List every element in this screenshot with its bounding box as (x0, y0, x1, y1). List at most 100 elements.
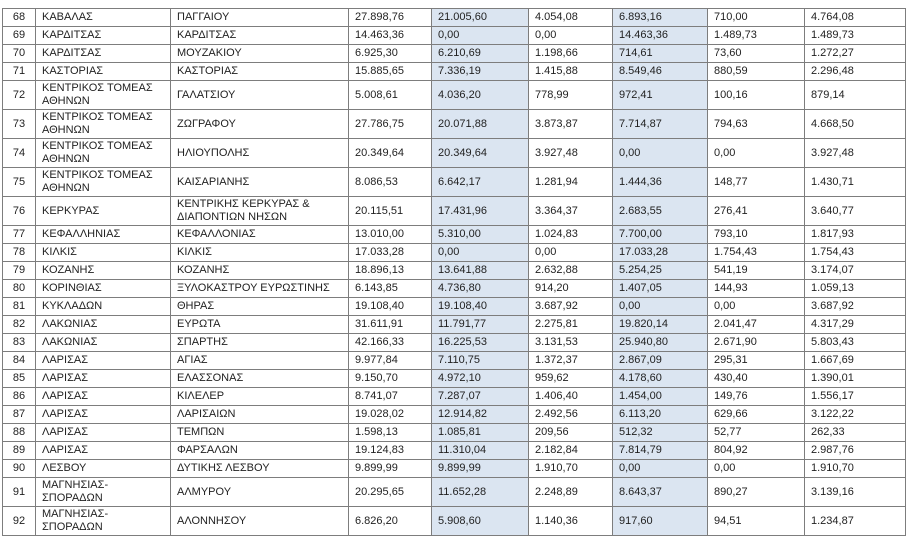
region-cell: ΛΑΡΙΣΑΣ (35, 423, 171, 442)
value-cell: 20.349,64 (431, 138, 529, 168)
row-number-cell: 89 (2, 441, 36, 460)
value-cell: 8.741,07 (348, 387, 432, 406)
table-row: 85 ΛΑΡΙΣΑΣ ΕΛΑΣΣΟΝΑΣ 9.150,70 4.972,10 959,62… (2, 369, 906, 388)
value-cell: 1.234,87 (804, 506, 906, 536)
value-cell: 25.940,80 (612, 333, 708, 352)
municipality-cell: ΚΙΛΚΙΣ (170, 243, 349, 262)
value-cell: 3.122,22 (804, 405, 906, 424)
row-number-cell: 75 (2, 167, 36, 197)
row-number-cell: 72 (2, 80, 36, 110)
value-cell: 19.820,14 (612, 315, 708, 334)
value-cell: 17.033,28 (348, 243, 432, 262)
value-cell: 5.310,00 (431, 225, 529, 244)
value-cell: 1.489,73 (707, 26, 805, 45)
value-cell: 149,76 (707, 387, 805, 406)
value-cell: 52,77 (707, 423, 805, 442)
row-number-cell: 70 (2, 44, 36, 63)
value-cell: 629,66 (707, 405, 805, 424)
value-cell: 5.803,43 (804, 333, 906, 352)
row-number-cell: 92 (2, 506, 36, 536)
region-cell: ΚΟΡΙΝΘΙΑΣ (35, 279, 171, 298)
value-cell: 4.764,08 (804, 8, 906, 27)
municipality-cell: ΛΑΡΙΣΑΙΩΝ (170, 405, 349, 424)
value-cell: 1.667,69 (804, 351, 906, 370)
row-number-cell: 78 (2, 243, 36, 262)
region-cell: ΚΑΒΑΛΑΣ (35, 8, 171, 27)
table-row: 76 ΚΕΡΚΥΡΑΣ ΚΕΝΤΡΙΚΗΣ ΚΕΡΚΥΡΑΣ & ΔΙΑΠΟΝΤΙΩ… (2, 196, 906, 226)
value-cell: 42.166,33 (348, 333, 432, 352)
value-cell: 8.549,46 (612, 62, 708, 81)
value-cell: 5.008,61 (348, 80, 432, 110)
value-cell: 1.198,66 (528, 44, 613, 63)
value-cell: 1.444,36 (612, 167, 708, 197)
municipality-cell: ΖΩΓΡΑΦΟΥ (170, 109, 349, 139)
value-cell: 18.896,13 (348, 261, 432, 280)
value-cell: 4.736,80 (431, 279, 529, 298)
value-cell: 209,56 (528, 423, 613, 442)
value-cell: 17.033,28 (612, 243, 708, 262)
table-body: 68 ΚΑΒΑΛΑΣ ΠΑΓΓΑΙΟΥ 27.898,76 21.005,60 4.054… (2, 8, 906, 536)
municipality-cell: ΦΑΡΣΑΛΩΝ (170, 441, 349, 460)
municipality-cell: ΣΠΑΡΤΗΣ (170, 333, 349, 352)
municipality-cell: ΞΥΛΟΚΑΣΤΡΟΥ ΕΥΡΩΣΤΙΝΗΣ (170, 279, 349, 298)
value-cell: 20.295,65 (348, 477, 432, 507)
value-cell: 7.700,00 (612, 225, 708, 244)
value-cell: 3.640,77 (804, 196, 906, 226)
value-cell: 2.987,76 (804, 441, 906, 460)
value-cell: 7.814,79 (612, 441, 708, 460)
region-cell: ΚΕΦΑΛΛΗΝΙΑΣ (35, 225, 171, 244)
value-cell: 2.683,55 (612, 196, 708, 226)
value-cell: 11.310,04 (431, 441, 529, 460)
table-row: 87 ΛΑΡΙΣΑΣ ΛΑΡΙΣΑΙΩΝ 19.028,02 12.914,82 2.49… (2, 405, 906, 424)
value-cell: 959,62 (528, 369, 613, 388)
table-row: 89 ΛΑΡΙΣΑΣ ΦΑΡΣΑΛΩΝ 19.124,83 11.310,04 2.182… (2, 441, 906, 460)
value-cell: 31.611,91 (348, 315, 432, 334)
municipality-cell: ΗΛΙΟΥΠΟΛΗΣ (170, 138, 349, 168)
value-cell: 295,31 (707, 351, 805, 370)
value-cell: 27.898,76 (348, 8, 432, 27)
table-row: 74 ΚΕΝΤΡΙΚΟΣ ΤΟΜΕΑΣ ΑΘΗΝΩΝ ΗΛΙΟΥΠΟΛΗΣ 20.34… (2, 138, 906, 168)
value-cell: 2.275,81 (528, 315, 613, 334)
value-cell: 0,00 (612, 138, 708, 168)
municipality-cell: ΚΑΣΤΟΡΙΑΣ (170, 62, 349, 81)
municipality-cell: ΚΕΦΑΛΛΟΝΙΑΣ (170, 225, 349, 244)
value-cell: 21.005,60 (431, 8, 529, 27)
value-cell: 9.899,99 (348, 459, 432, 478)
row-number-cell: 73 (2, 109, 36, 139)
value-cell: 4.317,29 (804, 315, 906, 334)
value-cell: 880,59 (707, 62, 805, 81)
value-cell: 19.124,83 (348, 441, 432, 460)
value-cell: 512,32 (612, 423, 708, 442)
region-cell: ΛΑΡΙΣΑΣ (35, 441, 171, 460)
municipality-cell: ΚΟΖΑΝΗΣ (170, 261, 349, 280)
value-cell: 1.556,17 (804, 387, 906, 406)
municipality-cell: ΠΑΓΓΑΙΟΥ (170, 8, 349, 27)
value-cell: 15.885,65 (348, 62, 432, 81)
table-row: 77 ΚΕΦΑΛΛΗΝΙΑΣ ΚΕΦΑΛΛΟΝΙΑΣ 13.010,00 5.310,0… (2, 225, 906, 244)
region-cell: ΛΑΡΙΣΑΣ (35, 351, 171, 370)
region-cell: ΚΙΛΚΙΣ (35, 243, 171, 262)
value-cell: 6.893,16 (612, 8, 708, 27)
municipality-cell: ΚΙΛΕΛΕΡ (170, 387, 349, 406)
value-cell: 4.036,20 (431, 80, 529, 110)
value-cell: 541,19 (707, 261, 805, 280)
value-cell: 3.687,92 (804, 297, 906, 316)
value-cell: 9.977,84 (348, 351, 432, 370)
value-cell: 17.431,96 (431, 196, 529, 226)
row-number-cell: 79 (2, 261, 36, 280)
row-number-cell: 71 (2, 62, 36, 81)
municipality-cell: ΜΟΥΖΑΚΙΟΥ (170, 44, 349, 63)
value-cell: 2.041,47 (707, 315, 805, 334)
value-cell: 6.925,30 (348, 44, 432, 63)
row-number-cell: 68 (2, 8, 36, 27)
value-cell: 778,99 (528, 80, 613, 110)
value-cell: 0,00 (431, 26, 529, 45)
value-cell: 14.463,36 (612, 26, 708, 45)
municipality-cell: ΔΥΤΙΚΗΣ ΛΕΣΒΟΥ (170, 459, 349, 478)
value-cell: 793,10 (707, 225, 805, 244)
table-row: 84 ΛΑΡΙΣΑΣ ΑΓΙΑΣ 9.977,84 7.110,75 1.372,37 2.… (2, 351, 906, 370)
value-cell: 19.108,40 (348, 297, 432, 316)
value-cell: 1.910,70 (528, 459, 613, 478)
value-cell: 1.372,37 (528, 351, 613, 370)
value-cell: 13.010,00 (348, 225, 432, 244)
